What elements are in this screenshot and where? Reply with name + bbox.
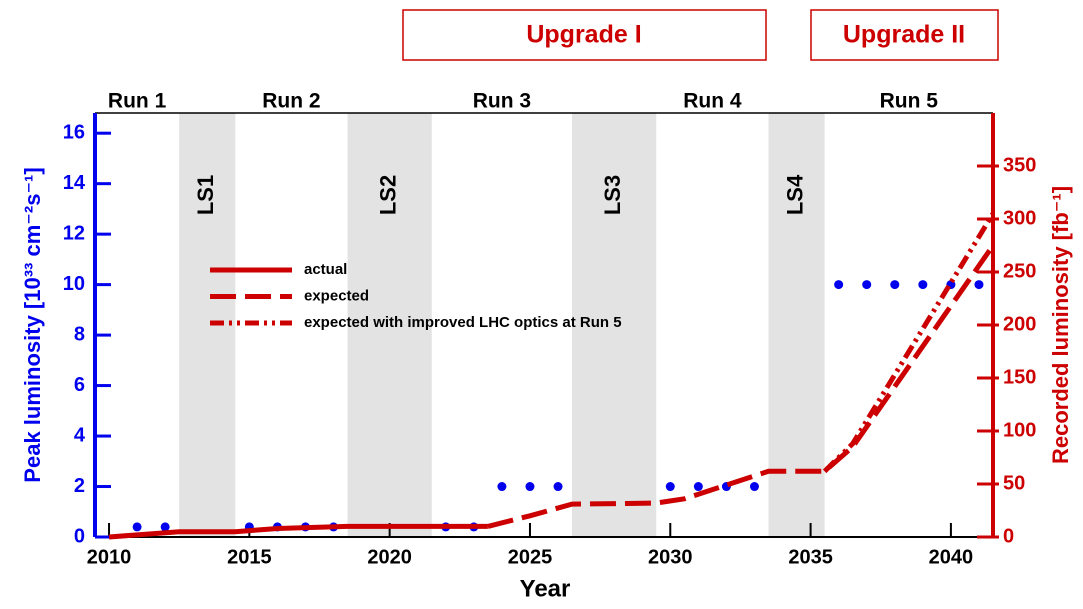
run-label: Run 2 bbox=[262, 90, 320, 113]
shutdown-band bbox=[768, 113, 825, 537]
run-label: Run 5 bbox=[880, 90, 939, 113]
peak-point bbox=[890, 280, 900, 290]
x-tick-label: 2020 bbox=[367, 546, 412, 568]
legend-label: actual bbox=[304, 261, 347, 278]
shutdown-label: LS2 bbox=[375, 175, 400, 215]
y-tick-label: 0 bbox=[74, 525, 85, 547]
y2-tick-label: 50 bbox=[1003, 472, 1025, 494]
y2-tick-label: 200 bbox=[1003, 313, 1036, 335]
series-line bbox=[487, 244, 996, 529]
y2-tick-label: 350 bbox=[1003, 154, 1036, 176]
y2-tick-label: 0 bbox=[1003, 525, 1014, 547]
y-tick-label: 16 bbox=[63, 121, 85, 143]
peak-point bbox=[918, 280, 928, 290]
y-tick-label: 12 bbox=[63, 222, 85, 244]
peak-point bbox=[749, 482, 759, 492]
x-tick-label: 2030 bbox=[648, 546, 693, 568]
x-tick-label: 2025 bbox=[508, 546, 553, 568]
x-tick-label: 2015 bbox=[227, 546, 272, 568]
series-line bbox=[822, 212, 996, 474]
peak-point bbox=[693, 482, 703, 492]
shutdown-label: LS1 bbox=[193, 175, 218, 215]
run-label: Run 4 bbox=[683, 90, 742, 113]
shutdown-band bbox=[572, 113, 657, 537]
legend-label: expected with improved LHC optics at Run… bbox=[304, 314, 622, 331]
peak-point bbox=[132, 522, 142, 532]
peak-point bbox=[834, 280, 844, 290]
peak-point bbox=[553, 482, 563, 492]
upgrade-box bbox=[810, 9, 999, 61]
y2-tick-label: 300 bbox=[1003, 207, 1036, 229]
y-tick-label: 8 bbox=[74, 323, 85, 345]
run-label: Run 3 bbox=[473, 90, 531, 113]
shutdown-band bbox=[179, 113, 236, 537]
peak-point bbox=[160, 522, 170, 532]
shutdown-label: LS4 bbox=[782, 174, 807, 215]
y-tick-label: 10 bbox=[63, 273, 85, 295]
x-axis-title: Year bbox=[520, 575, 571, 602]
x-tick-label: 2035 bbox=[788, 546, 833, 568]
peak-point bbox=[525, 482, 535, 492]
x-tick-label: 2040 bbox=[929, 546, 974, 568]
x-tick-label: 2010 bbox=[87, 546, 132, 568]
y-axis-title: Peak luminosity [10³³ cm⁻²s⁻¹] bbox=[20, 167, 45, 482]
peak-point bbox=[665, 482, 675, 492]
peak-point bbox=[497, 482, 507, 492]
y2-axis-title: Recorded luminosity [fb⁻¹] bbox=[1048, 186, 1073, 464]
y2-tick-label: 150 bbox=[1003, 366, 1036, 388]
shutdown-label: LS3 bbox=[600, 175, 625, 215]
y-tick-label: 4 bbox=[74, 424, 86, 446]
peak-point bbox=[974, 280, 984, 290]
upgrade-box bbox=[402, 9, 767, 61]
legend-label: expected bbox=[304, 287, 369, 304]
y-tick-label: 14 bbox=[63, 172, 86, 194]
run-label: Run 1 bbox=[108, 90, 167, 113]
series-line bbox=[108, 523, 488, 540]
y2-tick-label: 100 bbox=[1003, 419, 1036, 441]
peak-point bbox=[862, 280, 872, 290]
y-tick-label: 6 bbox=[74, 374, 85, 396]
y-tick-label: 2 bbox=[74, 475, 85, 497]
shutdown-band bbox=[347, 113, 432, 537]
upgrade-label: Upgrade I bbox=[526, 21, 641, 49]
upgrade-label: Upgrade II bbox=[843, 21, 965, 49]
y2-tick-label: 250 bbox=[1003, 260, 1036, 282]
